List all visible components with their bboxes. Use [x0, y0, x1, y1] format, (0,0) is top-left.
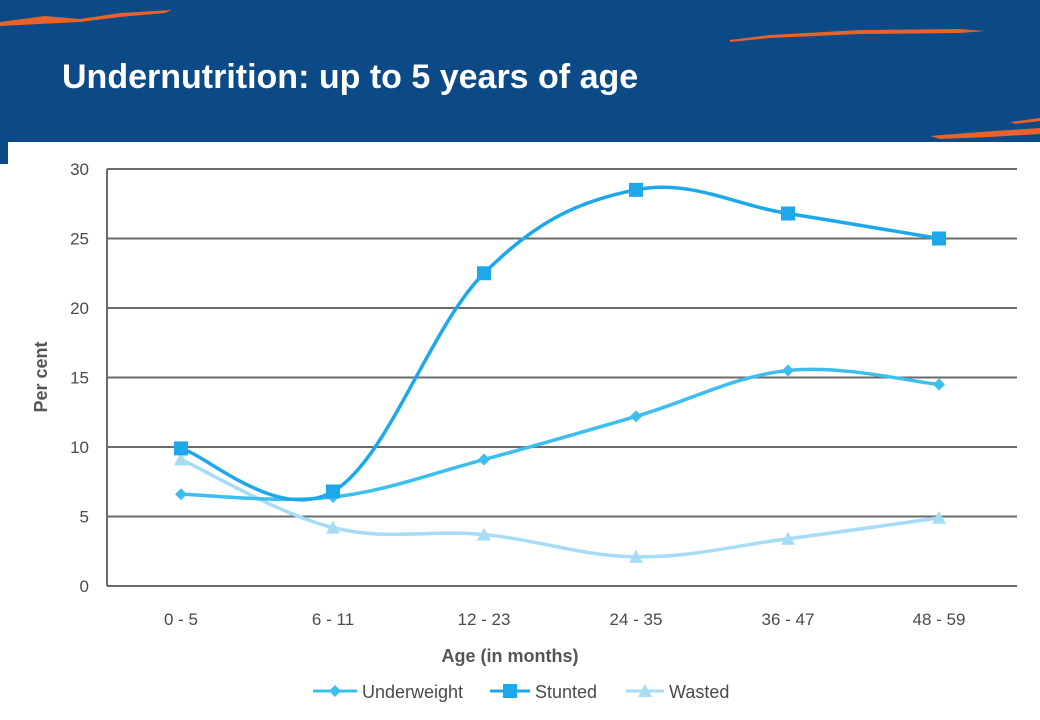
data-point-wasted — [629, 549, 643, 563]
data-point-stunted — [477, 266, 491, 281]
y-tick-label: 30 — [70, 160, 89, 179]
data-point-wasted — [932, 510, 946, 524]
data-point-underweight — [478, 453, 490, 466]
x-tick-label: 6 - 11 — [312, 610, 354, 629]
data-point-stunted — [629, 182, 643, 197]
legend: Underweight Stunted Wasted — [313, 682, 729, 702]
data-point-wasted — [477, 527, 491, 541]
header-left-strip — [0, 142, 8, 164]
data-point-wasted — [326, 520, 340, 534]
x-tick-label: 24 - 35 — [610, 610, 663, 629]
legend-label: Stunted — [535, 682, 597, 702]
slide-header — [0, 0, 1040, 142]
slide-title: Undernutrition: up to 5 years of age — [62, 58, 639, 96]
data-point-wasted — [174, 452, 188, 466]
data-point-underweight — [630, 410, 642, 423]
x-axis-title: Age (in months) — [442, 646, 579, 666]
orange-swoosh-right-edge — [1010, 118, 1040, 124]
series-stunted — [174, 182, 946, 502]
y-tick-label: 15 — [70, 369, 89, 388]
orange-swoosh-bottom-right — [930, 128, 1040, 139]
legend-item-underweight: Underweight — [313, 682, 463, 702]
header-decoration — [0, 10, 1040, 139]
data-point-wasted — [781, 531, 795, 545]
y-tick-label: 20 — [70, 299, 89, 318]
data-point-stunted — [781, 206, 795, 221]
legend-label: Underweight — [362, 682, 463, 702]
legend-marker — [503, 684, 517, 698]
x-tick-label: 48 - 59 — [913, 610, 966, 629]
legend-item-stunted: Stunted — [490, 682, 597, 702]
orange-swoosh-top-right — [730, 29, 985, 42]
data-point-stunted — [932, 231, 946, 246]
x-tick-label: 0 - 5 — [164, 610, 198, 629]
series-wasted — [174, 452, 946, 563]
legend-marker — [329, 685, 341, 697]
series-underweight — [175, 364, 945, 504]
legend-marker — [638, 684, 652, 697]
x-tick-label: 12 - 23 — [458, 610, 511, 629]
data-point-underweight — [782, 364, 794, 377]
series-line-wasted — [179, 457, 941, 559]
legend-item-wasted: Wasted — [626, 682, 729, 702]
y-axis-title: Per cent — [31, 341, 51, 412]
data-point-underweight — [933, 378, 945, 391]
y-tick-label: 25 — [70, 230, 89, 249]
series-line-stunted — [179, 185, 941, 502]
data-point-underweight — [175, 488, 187, 501]
y-tick-label: 5 — [80, 508, 89, 527]
legend-label: Wasted — [669, 682, 729, 702]
y-tick-label: 10 — [70, 438, 89, 457]
y-tick-label: 0 — [80, 577, 89, 596]
orange-swoosh-top-left — [0, 10, 172, 26]
x-tick-label: 36 - 47 — [762, 610, 815, 629]
data-point-stunted — [174, 441, 188, 456]
data-point-stunted — [326, 484, 340, 499]
series-line-underweight — [179, 367, 941, 502]
